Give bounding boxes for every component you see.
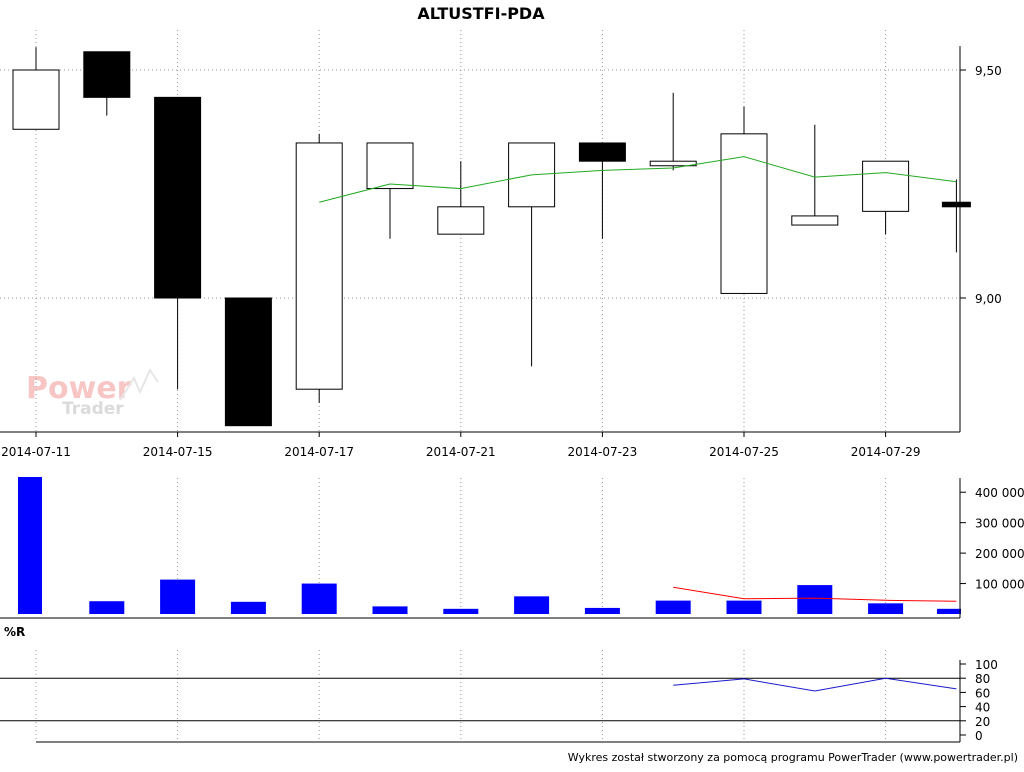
candle-body (862, 160, 910, 212)
candle-body (649, 160, 697, 167)
candle-body (295, 142, 343, 390)
volume-bar (443, 608, 479, 614)
x-tick-label: 2014-07-17 (284, 445, 354, 459)
volume-ma-line (673, 586, 957, 602)
volume-bar (797, 585, 833, 614)
candle-body (366, 142, 414, 190)
x-tick-label: 2014-07-11 (1, 445, 71, 459)
candle-body (12, 69, 60, 130)
volume-y-tick-label: 300 000 (975, 517, 1024, 531)
volume-bar (937, 608, 961, 614)
candle-body (791, 215, 839, 226)
volume-y-tick-label: 400 000 (975, 486, 1024, 500)
price-y-tick-label: 9,50 (975, 64, 1002, 78)
williams-y-tick-label: 100 (975, 658, 998, 672)
candle-body (154, 96, 202, 299)
volume-bar (89, 601, 125, 614)
volume-bar (655, 600, 691, 614)
volume-bar (160, 579, 196, 614)
candle-body (83, 51, 131, 98)
williams-y-tick-label: 20 (975, 715, 990, 729)
williams-y-tick-label: 40 (975, 701, 990, 715)
footer-credit: Wykres został stworzony za pomocą progra… (568, 751, 1018, 764)
x-tick-label: 2014-07-25 (709, 445, 779, 459)
x-tick-label: 2014-07-21 (426, 445, 496, 459)
volume-bar (301, 583, 337, 614)
williams-label: %R (4, 625, 25, 639)
volume-y-tick-label: 100 000 (975, 578, 1024, 592)
watermark-power: Power (26, 371, 132, 406)
williams-y-tick-label: 60 (975, 686, 990, 700)
watermark-trader: Trader (62, 399, 124, 419)
chart-layers: 2014-07-11 2014-07-15 2014-07-17 2014-07-21… (0, 30, 1024, 743)
x-tick-label: 2014-07-23 (568, 445, 638, 459)
watermark-logo: Power Trader (26, 367, 159, 419)
volume-y-tick-label: 200 000 (975, 547, 1024, 561)
candle-body (224, 297, 272, 427)
candle-body (578, 142, 626, 162)
volume-bar (18, 477, 42, 614)
price-ma-line (319, 156, 957, 203)
volume-bar (584, 607, 620, 614)
williams-y-tick-label: 0 (975, 729, 983, 743)
williams-y-tick-label: 80 (975, 672, 990, 686)
x-tick-label: 2014-07-29 (851, 445, 921, 459)
candle-body (437, 206, 485, 235)
x-tick-label: 2014-07-15 (143, 445, 213, 459)
candle-body (941, 201, 971, 208)
volume-bar (726, 600, 762, 614)
volume-bar (372, 606, 408, 614)
volume-bar (868, 603, 904, 614)
volume-bar (230, 601, 266, 614)
candle-body (720, 133, 768, 294)
volume-bar (514, 596, 550, 614)
williams-line (673, 677, 957, 692)
chart-title: ALTUSTFI-PDA (417, 4, 545, 23)
price-y-tick-label: 9,00 (975, 292, 1002, 306)
